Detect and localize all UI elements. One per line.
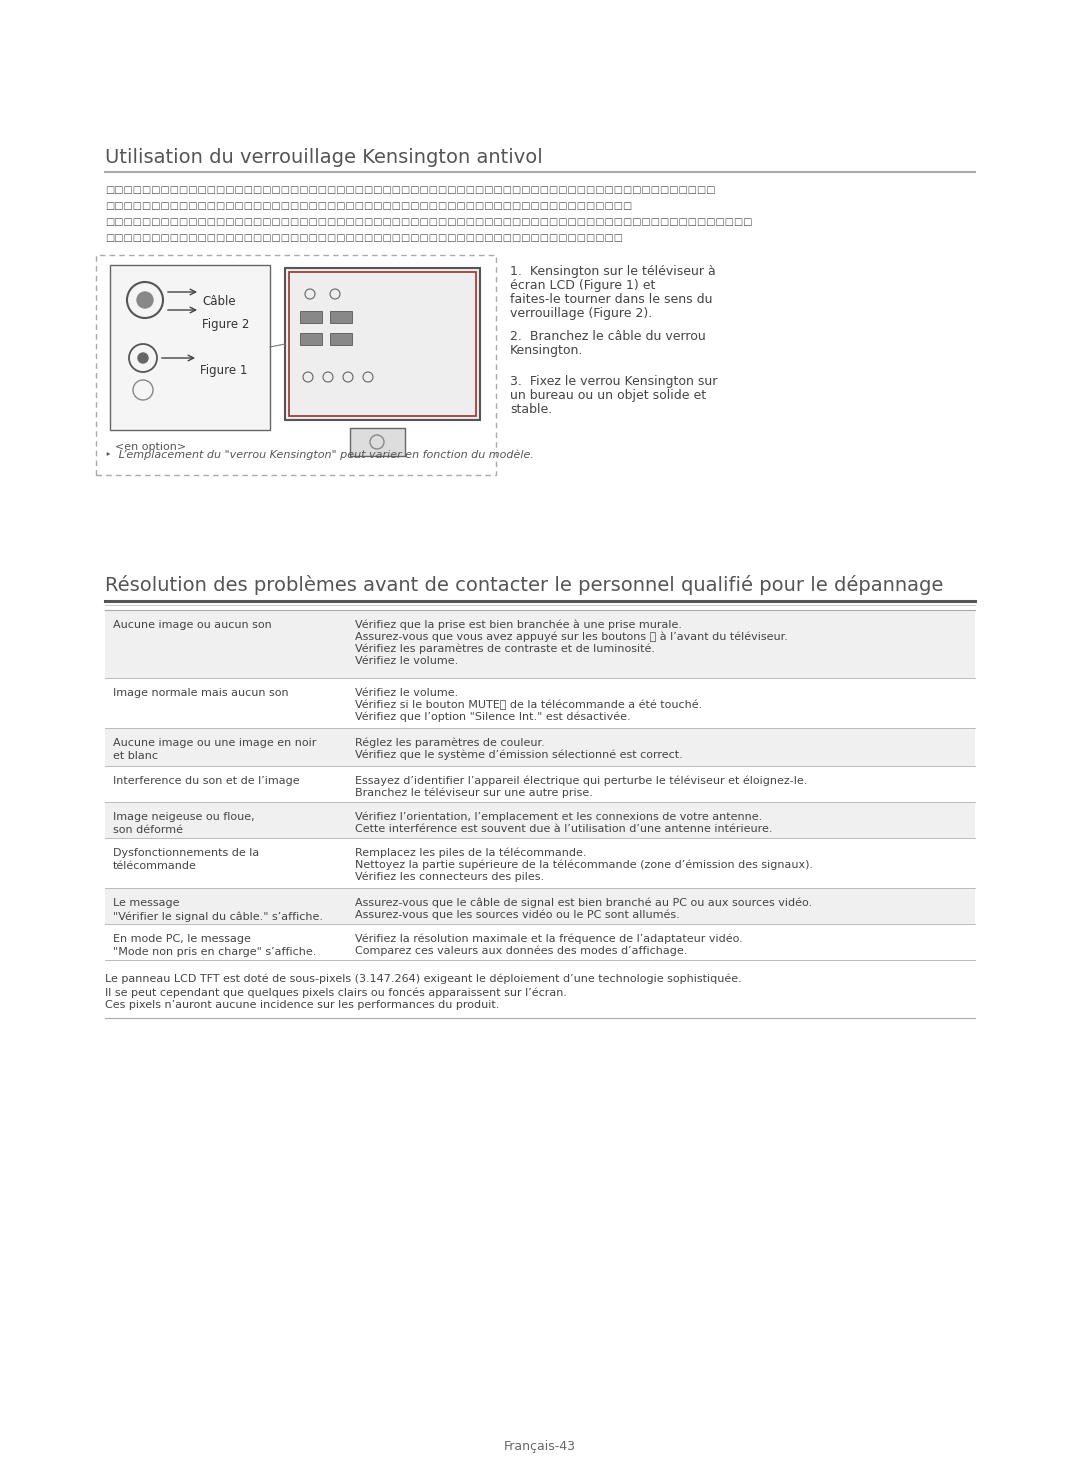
Text: Vérifiez les paramètres de contraste et de luminosité.: Vérifiez les paramètres de contraste et … <box>355 644 654 655</box>
Text: Vérifiez que la prise est bien branchée à une prise murale.: Vérifiez que la prise est bien branchée … <box>355 621 681 631</box>
Text: Vérifiez que le système d’émission sélectionné est correct.: Vérifiez que le système d’émission sélec… <box>355 749 683 761</box>
Bar <box>330 311 352 323</box>
Text: Ces pixels n’auront aucune incidence sur les performances du produit.: Ces pixels n’auront aucune incidence sur… <box>105 1000 499 1010</box>
Text: Vérifiez les connecteurs des piles.: Vérifiez les connecteurs des piles. <box>355 872 544 883</box>
Text: Remplacez les piles de la télécommande.: Remplacez les piles de la télécommande. <box>355 849 586 859</box>
Text: écran LCD (Figure 1) et: écran LCD (Figure 1) et <box>510 278 656 292</box>
Bar <box>96 255 496 475</box>
Text: □□□□□□□□□□□□□□□□□□□□□□□□□□□□□□□□□□□□□□□□□□□□□□□□□□□□□□□□□: □□□□□□□□□□□□□□□□□□□□□□□□□□□□□□□□□□□□□□□□… <box>105 201 632 210</box>
Text: □□□□□□□□□□□□□□□□□□□□□□□□□□□□□□□□□□□□□□□□□□□□□□□□□□□□□□□□□□□□□□□□□□: □□□□□□□□□□□□□□□□□□□□□□□□□□□□□□□□□□□□□□□□… <box>105 185 715 195</box>
Text: Aucune image ou une image en noir: Aucune image ou une image en noir <box>113 738 316 748</box>
Text: Image neigeuse ou floue,: Image neigeuse ou floue, <box>113 812 255 822</box>
Bar <box>105 838 975 889</box>
Circle shape <box>138 352 148 363</box>
Bar <box>289 273 476 416</box>
Text: son déformé: son déformé <box>113 825 183 835</box>
Text: Dysfonctionnements de la: Dysfonctionnements de la <box>113 849 259 857</box>
Text: □□□□□□□□□□□□□□□□□□□□□□□□□□□□□□□□□□□□□□□□□□□□□□□□□□□□□□□□: □□□□□□□□□□□□□□□□□□□□□□□□□□□□□□□□□□□□□□□□… <box>105 233 623 243</box>
Text: Français-43: Français-43 <box>504 1440 576 1453</box>
Bar <box>300 333 322 345</box>
Text: Vérifiez si le bouton MUTE🔇 de la télécommande a été touché.: Vérifiez si le bouton MUTE🔇 de la téléco… <box>355 701 702 711</box>
Text: "Mode non pris en charge" s’affiche.: "Mode non pris en charge" s’affiche. <box>113 946 316 957</box>
Text: Aucune image ou aucun son: Aucune image ou aucun son <box>113 621 272 629</box>
Text: et blanc: et blanc <box>113 751 158 761</box>
Text: faites-le tourner dans le sens du: faites-le tourner dans le sens du <box>510 293 713 307</box>
Text: Interference du son et de l’image: Interference du son et de l’image <box>113 776 299 786</box>
Bar <box>105 678 975 729</box>
Circle shape <box>137 292 153 308</box>
Text: Nettoyez la partie supérieure de la télécommande (zone d’émission des signaux).: Nettoyez la partie supérieure de la télé… <box>355 860 813 871</box>
Text: 3.  Fixez le verrou Kensington sur: 3. Fixez le verrou Kensington sur <box>510 375 717 388</box>
Text: □□□□□□□□□□□□□□□□□□□□□□□□□□□□□□□□□□□□□□□□□□□□□□□□□□□□□□□□□□□□□□□□□□□□□□: □□□□□□□□□□□□□□□□□□□□□□□□□□□□□□□□□□□□□□□□… <box>105 218 753 227</box>
Text: Assurez-vous que le câble de signal est bien branché au PC ou aux sources vidéo.: Assurez-vous que le câble de signal est … <box>355 897 812 908</box>
Text: Réglez les paramètres de couleur.: Réglez les paramètres de couleur. <box>355 738 544 748</box>
Text: verrouillage (Figure 2).: verrouillage (Figure 2). <box>510 307 652 320</box>
Text: Comparez ces valeurs aux données des modes d’affichage.: Comparez ces valeurs aux données des mod… <box>355 946 687 957</box>
Text: Le message: Le message <box>113 897 179 908</box>
Text: Résolution des problèmes avant de contacter le personnel qualifié pour le dépann: Résolution des problèmes avant de contac… <box>105 575 943 595</box>
Text: Câble: Câble <box>202 295 235 308</box>
Bar <box>105 610 975 678</box>
Text: Vérifiez la résolution maximale et la fréquence de l’adaptateur vidéo.: Vérifiez la résolution maximale et la fr… <box>355 935 743 945</box>
Text: Vérifiez le volume.: Vérifiez le volume. <box>355 656 458 666</box>
Text: Image normale mais aucun son: Image normale mais aucun son <box>113 689 288 698</box>
Bar <box>330 333 352 345</box>
Bar <box>105 803 975 838</box>
Bar <box>105 729 975 766</box>
Text: Figure 1: Figure 1 <box>200 364 247 378</box>
Text: <en option>: <en option> <box>114 441 186 452</box>
Text: En mode PC, le message: En mode PC, le message <box>113 935 251 943</box>
Text: Essayez d’identifier l’appareil électrique qui perturbe le téléviseur et éloigne: Essayez d’identifier l’appareil électriq… <box>355 776 808 786</box>
Text: "Vérifier le signal du câble." s’affiche.: "Vérifier le signal du câble." s’affiche… <box>113 911 323 921</box>
Bar <box>105 924 975 960</box>
Text: Vérifiez le volume.: Vérifiez le volume. <box>355 689 458 698</box>
Text: Vérifiez l’orientation, l’emplacement et les connexions de votre antenne.: Vérifiez l’orientation, l’emplacement et… <box>355 812 762 822</box>
Bar <box>105 766 975 803</box>
Bar <box>300 311 322 323</box>
Text: un bureau ou un objet solide et: un bureau ou un objet solide et <box>510 390 706 401</box>
Text: Le panneau LCD TFT est doté de sous-pixels (3.147.264) exigeant le déploiement d: Le panneau LCD TFT est doté de sous-pixe… <box>105 974 742 985</box>
Bar <box>350 428 405 456</box>
Bar <box>105 889 975 924</box>
Bar <box>285 268 480 421</box>
Text: Il se peut cependant que quelques pixels clairs ou foncés apparaissent sur l’écr: Il se peut cependant que quelques pixels… <box>105 986 567 998</box>
Text: Kensington.: Kensington. <box>510 344 583 357</box>
Text: ‣  L’emplacement du "verrou Kensington" peut varier en fonction du modèle.: ‣ L’emplacement du "verrou Kensington" p… <box>105 450 534 461</box>
Text: stable.: stable. <box>510 403 552 416</box>
Text: Branchez le téléviseur sur une autre prise.: Branchez le téléviseur sur une autre pri… <box>355 788 593 798</box>
Text: Utilisation du verrouillage Kensington antivol: Utilisation du verrouillage Kensington a… <box>105 148 543 167</box>
Bar <box>110 265 270 429</box>
Text: 2.  Branchez le câble du verrou: 2. Branchez le câble du verrou <box>510 330 705 344</box>
Text: télécommande: télécommande <box>113 860 197 871</box>
Text: Vérifiez que l’option "Silence Int." est désactivée.: Vérifiez que l’option "Silence Int." est… <box>355 712 631 723</box>
Text: 1.  Kensington sur le téléviseur à: 1. Kensington sur le téléviseur à <box>510 265 716 278</box>
Text: Assurez-vous que vous avez appuyé sur les boutons ⏻ à l’avant du téléviseur.: Assurez-vous que vous avez appuyé sur le… <box>355 632 788 643</box>
Text: Assurez-vous que les sources vidéo ou le PC sont allumés.: Assurez-vous que les sources vidéo ou le… <box>355 909 679 921</box>
Text: Figure 2: Figure 2 <box>202 318 249 330</box>
Text: Cette interférence est souvent due à l’utilisation d’une antenne intérieure.: Cette interférence est souvent due à l’u… <box>355 823 772 834</box>
